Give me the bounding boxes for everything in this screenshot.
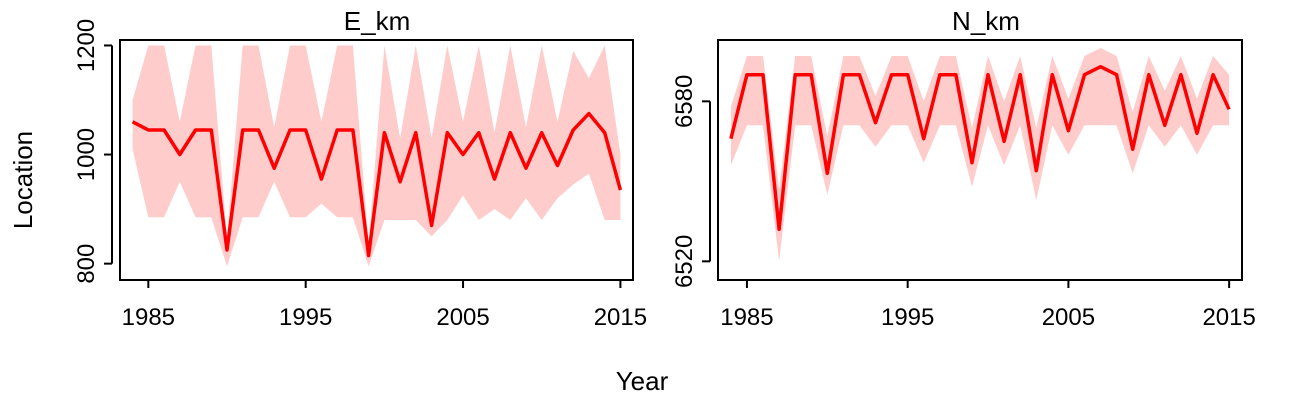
panel-e-km: E_km 1985 1995 2005 2015 800 1000 1200 [73, 6, 647, 331]
panel-e-km-band [132, 45, 621, 267]
series-line-n-km [729, 64, 1231, 232]
y-tick-label-e-km-1000: 1000 [73, 128, 100, 181]
band-e-km [132, 45, 621, 267]
x-tick-label-e-km-2005: 2005 [436, 304, 489, 331]
y-tick-label-e-km-1200: 1200 [73, 19, 100, 72]
panel-n-km-y-axis: 6520 6580 [671, 75, 711, 288]
panel-title-e-km: E_km [344, 6, 410, 36]
x-tick-label-e-km-2015: 2015 [594, 304, 647, 331]
panel-n-km: N_km 1985 1995 2005 2015 6520 6580 [671, 6, 1256, 331]
panel-e-km-y-axis: 800 1000 1200 [73, 19, 113, 284]
panel-n-km-band [730, 48, 1230, 262]
panel-n-km-x-axis: 1985 1995 2005 2015 [720, 280, 1256, 331]
x-tick-label-n-km-1995: 1995 [881, 304, 934, 331]
y-tick-label-n-km-6520: 6520 [671, 235, 698, 288]
x-tick-label-n-km-2005: 2005 [1042, 304, 1095, 331]
y-tick-label-e-km-800: 800 [73, 244, 100, 284]
x-tick-label-e-km-1985: 1985 [122, 304, 175, 331]
x-tick-label-n-km-2015: 2015 [1202, 304, 1255, 331]
panel-e-km-x-axis: 1985 1995 2005 2015 [122, 280, 647, 331]
x-tick-label-e-km-1995: 1995 [279, 304, 332, 331]
shared-x-axis-label: Year [616, 366, 669, 396]
x-tick-label-n-km-1985: 1985 [720, 304, 773, 331]
panel-n-km-frame [717, 39, 1243, 281]
panel-title-n-km: N_km [952, 6, 1020, 36]
band-n-km [730, 48, 1230, 262]
shared-y-axis-label: Location [8, 131, 38, 229]
series-line-e-km [131, 111, 623, 258]
y-tick-label-n-km-6580: 6580 [671, 75, 698, 128]
panel-e-km-line [131, 111, 623, 258]
panel-e-km-frame [119, 39, 634, 281]
panel-n-km-line [729, 64, 1231, 232]
